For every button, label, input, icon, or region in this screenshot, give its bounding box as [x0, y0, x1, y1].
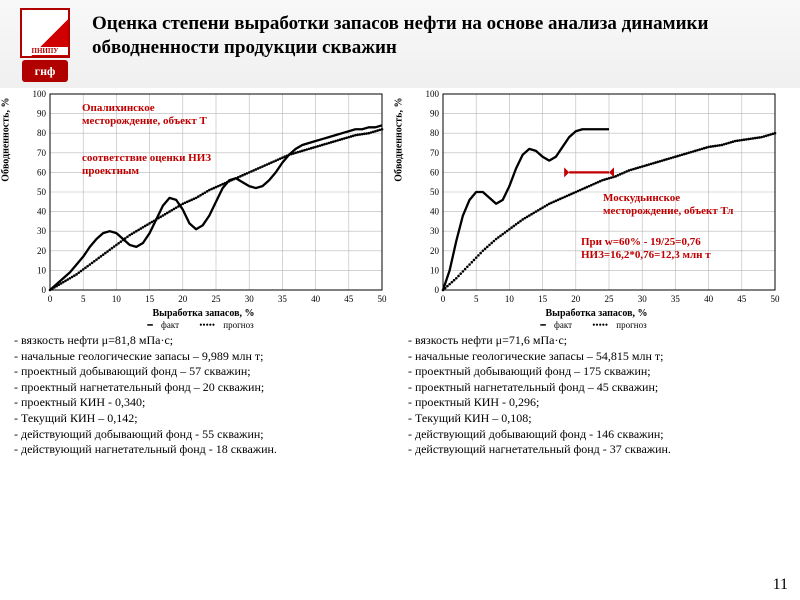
slide-header: гнф Оценка степени выработки запасов неф…: [0, 0, 800, 88]
bullet-line: - проектный КИН - 0,340;: [14, 395, 392, 411]
legend-fact-label: факт: [554, 320, 572, 330]
bullet-line: - проектный нагнетательный фонд – 20 скв…: [14, 380, 392, 396]
svg-text:15: 15: [538, 294, 548, 304]
svg-text:70: 70: [430, 148, 440, 158]
chart-right-annot-note: При w=60% - 19/25=0,76 НИЗ=16,2*0,76=12,…: [581, 236, 771, 261]
svg-text:10: 10: [37, 265, 47, 275]
page-number: 11: [773, 576, 788, 594]
chart-left-annot-note: соответствие оценки НИЗ проектным: [82, 152, 252, 177]
chart-right-legend: ━ факт ••••• прогноз: [403, 320, 790, 331]
bullet-line: - начальные геологические запасы – 54,81…: [408, 349, 786, 365]
svg-text:40: 40: [311, 294, 321, 304]
svg-text:70: 70: [37, 148, 47, 158]
svg-text:90: 90: [430, 109, 440, 119]
bullet-line: - действующий нагнетательный фонд - 37 с…: [408, 442, 786, 458]
svg-text:30: 30: [37, 226, 47, 236]
svg-text:25: 25: [212, 294, 222, 304]
svg-text:40: 40: [704, 294, 714, 304]
bullet-line: - действующий нагнетательный фонд - 18 с…: [14, 442, 392, 458]
bullet-line: - Текущий КИН – 0,108;: [408, 411, 786, 427]
svg-text:0: 0: [48, 294, 53, 304]
svg-text:5: 5: [474, 294, 479, 304]
svg-text:45: 45: [737, 294, 747, 304]
bullet-line: - проектный добывающий фонд – 175 скважи…: [408, 364, 786, 380]
svg-text:50: 50: [430, 187, 440, 197]
svg-text:80: 80: [37, 128, 47, 138]
logo-pnipu-icon: [20, 8, 70, 58]
bullet-line: - действующий добывающий фонд - 146 сква…: [408, 427, 786, 443]
legend-prog-label: прогноз: [223, 320, 253, 330]
chart-right-xlabel: Выработка запасов, %: [403, 308, 790, 319]
svg-text:20: 20: [571, 294, 581, 304]
legend-fact-label: факт: [161, 320, 179, 330]
bullets-right: - вязкость нефти μ=71,6 мПа·с;- начальны…: [408, 333, 786, 458]
svg-text:30: 30: [638, 294, 648, 304]
bullet-line: - Текущий КИН – 0,142;: [14, 411, 392, 427]
svg-text:5: 5: [81, 294, 86, 304]
bullet-line: - начальные геологические запасы – 9,989…: [14, 349, 392, 365]
svg-text:90: 90: [37, 109, 47, 119]
svg-text:50: 50: [771, 294, 781, 304]
svg-text:50: 50: [378, 294, 388, 304]
svg-text:10: 10: [430, 265, 440, 275]
svg-text:20: 20: [37, 246, 47, 256]
legend-prog-label: прогноз: [616, 320, 646, 330]
svg-text:0: 0: [42, 285, 47, 295]
chart-left-legend: ━ факт ••••• прогноз: [10, 320, 397, 331]
svg-text:15: 15: [145, 294, 155, 304]
chart-left-wrap: Обводненность, % 05101520253035404550010…: [10, 88, 397, 331]
svg-text:10: 10: [505, 294, 515, 304]
svg-text:30: 30: [245, 294, 255, 304]
svg-text:35: 35: [278, 294, 288, 304]
svg-text:20: 20: [430, 246, 440, 256]
svg-text:100: 100: [426, 89, 440, 99]
svg-text:40: 40: [37, 207, 47, 217]
chart-right-wrap: Обводненность, % 05101520253035404550010…: [403, 88, 790, 331]
svg-text:30: 30: [430, 226, 440, 236]
svg-text:20: 20: [178, 294, 188, 304]
bullet-line: - действующий добывающий фонд - 55 скваж…: [14, 427, 392, 443]
chart-right-annot-field: Москудьинское месторождение, объект Тл: [603, 192, 753, 217]
svg-text:80: 80: [430, 128, 440, 138]
svg-text:45: 45: [344, 294, 354, 304]
bullets-row: - вязкость нефти μ=81,8 мПа·с;- начальны…: [0, 331, 800, 458]
chart-left-ylabel: Обводненность, %: [1, 97, 12, 181]
bullets-left: - вязкость нефти μ=81,8 мПа·с;- начальны…: [14, 333, 392, 458]
svg-text:0: 0: [441, 294, 446, 304]
slide-title: Оценка степени выработки запасов нефти н…: [82, 8, 776, 60]
bullet-line: - проектный КИН - 0,296;: [408, 395, 786, 411]
svg-text:50: 50: [37, 187, 47, 197]
svg-text:60: 60: [430, 167, 440, 177]
chart-right-ylabel: Обводненность, %: [394, 97, 405, 181]
svg-text:40: 40: [430, 207, 440, 217]
bullet-line: - проектный добывающий фонд – 57 скважин…: [14, 364, 392, 380]
svg-text:25: 25: [605, 294, 615, 304]
svg-text:60: 60: [37, 167, 47, 177]
charts-row: Обводненность, % 05101520253035404550010…: [0, 88, 800, 331]
logo-gnf-icon: гнф: [22, 60, 68, 82]
svg-text:0: 0: [435, 285, 440, 295]
svg-text:10: 10: [112, 294, 122, 304]
svg-text:100: 100: [33, 89, 47, 99]
logo-block: гнф: [8, 8, 82, 82]
bullet-line: - вязкость нефти μ=71,6 мПа·с;: [408, 333, 786, 349]
bullet-line: - проектный нагнетательный фонд – 45 скв…: [408, 380, 786, 396]
chart-left-xlabel: Выработка запасов, %: [10, 308, 397, 319]
chart-left-annot-field: Опалихинское месторождение, объект Т: [82, 102, 222, 127]
svg-text:35: 35: [671, 294, 681, 304]
bullet-line: - вязкость нефти μ=81,8 мПа·с;: [14, 333, 392, 349]
